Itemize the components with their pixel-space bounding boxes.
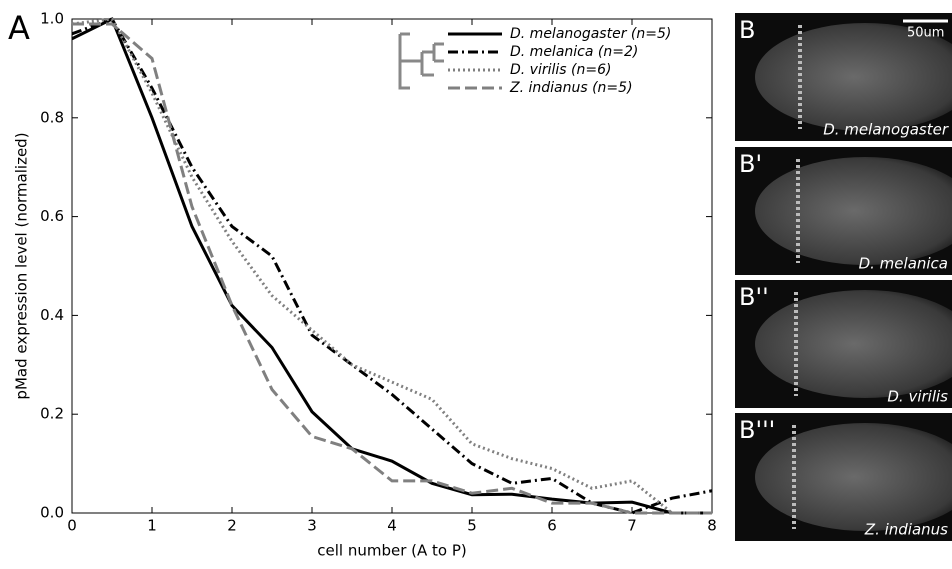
embryo [755,23,952,131]
y-axis-label: pMad expression level (normalized) [13,132,31,399]
image-label: B' [739,150,762,178]
x-tick-label: 7 [627,517,637,535]
panel-label: A [8,9,30,47]
legend-tree [398,32,444,90]
y-tick-label: 0.2 [40,405,64,423]
y-tick-label: 0.4 [40,306,64,324]
legend-label: Z. indianus (n=5) [509,80,633,96]
x-tick-label: 1 [147,517,157,535]
x-axis-label: cell number (A to P) [317,542,467,560]
image-caption: D. virilis [887,388,948,406]
x-tick-label: 2 [227,517,237,535]
image-label: B'' [739,283,769,311]
x-tick-label: 3 [307,517,317,535]
series-line [71,17,712,515]
series-line [71,17,713,515]
image-label: B [739,16,755,44]
legend-label: D. melanogaster (n=5) [510,26,671,42]
series-line [71,16,712,515]
x-tick-label: 0 [67,517,77,535]
image-caption: D. melanica [859,255,948,273]
embryo [755,290,952,398]
y-tick-label: 0.8 [40,108,64,126]
scale-bar-label: 50um [907,26,944,41]
embryo [755,157,952,265]
y-tick-label: 0.6 [40,207,64,225]
embryo [755,423,952,531]
legend-label: D. melanica (n=2) [510,44,638,60]
x-tick-label: 6 [547,517,557,535]
image-label: B''' [739,416,775,444]
x-tick-label: 4 [387,517,397,535]
x-tick-label: 8 [707,517,717,535]
image-caption: D. melanogaster [823,121,949,139]
image-caption: Z. indianus [864,521,948,539]
y-tick-label: 0.0 [40,504,64,522]
legend-label: D. virilis (n=6) [510,62,611,78]
y-tick-label: 1.0 [40,10,64,28]
series-line [72,22,712,515]
x-tick-label: 5 [467,517,477,535]
